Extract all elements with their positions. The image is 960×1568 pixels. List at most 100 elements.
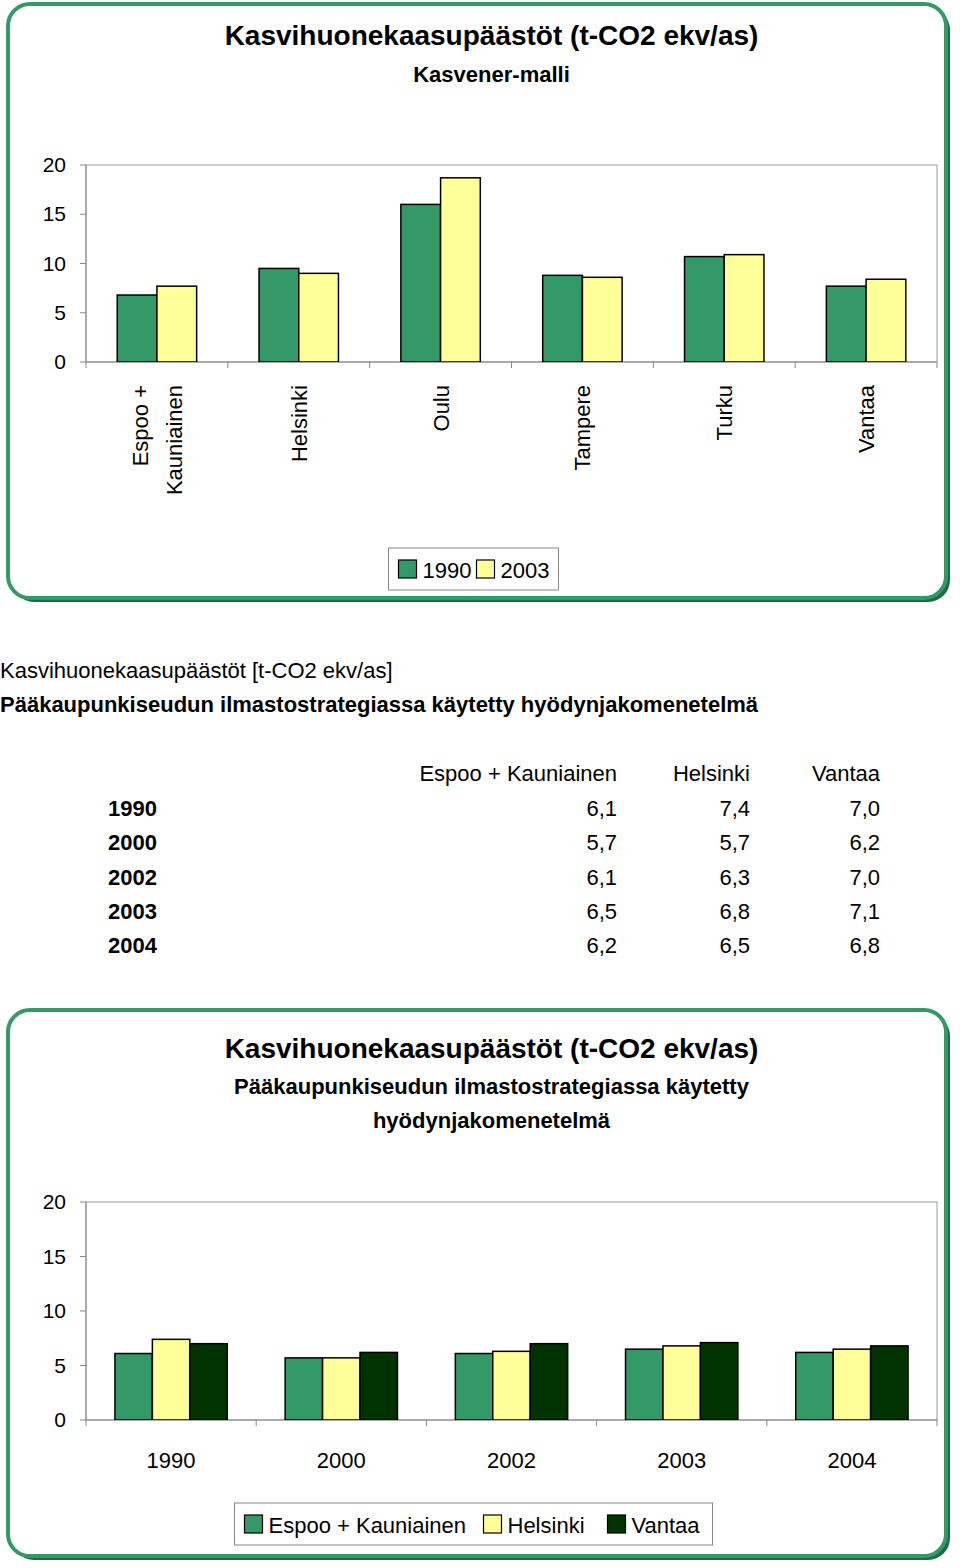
bar — [190, 1344, 227, 1420]
subtitle-line: Kasvener-malli — [413, 62, 570, 87]
bar — [685, 257, 725, 362]
table-header: Helsinki — [673, 761, 750, 786]
table-row-label: 2000 — [108, 830, 157, 855]
box — [8, 1010, 946, 1556]
bar — [117, 295, 157, 362]
page: Kasvihuonekaasupäästöt (t-CO2 ekv/as)Kas… — [0, 0, 960, 1568]
x-tick-label: Tampere — [570, 385, 595, 471]
y-tick-label: 0 — [54, 1408, 66, 1431]
bar — [455, 1354, 492, 1420]
x-tick — [795, 362, 796, 368]
legend — [235, 1503, 713, 1545]
bar — [626, 1349, 663, 1420]
bar — [866, 279, 906, 362]
x-tick-label: 2002 — [487, 1448, 536, 1473]
chart: Kasvihuonekaasupäästöt (t-CO2 ekv/as)Kas… — [8, 4, 950, 602]
x-tick — [256, 1420, 257, 1426]
y-tick — [80, 1202, 86, 1203]
table-cell: 6,5 — [586, 899, 617, 924]
subtitle-line: Pääkaupunkiseudun ilmastostrategiassa kä… — [234, 1074, 750, 1099]
plot-frame — [86, 165, 937, 362]
y-tick-label: 20 — [43, 1190, 66, 1213]
bar — [259, 268, 299, 362]
x-tick — [596, 1420, 597, 1426]
y-tick-label: 10 — [43, 1299, 66, 1322]
legend-label: 1990 — [423, 558, 472, 583]
bar — [115, 1354, 152, 1420]
legend-label: Vantaa — [632, 1513, 701, 1538]
x-tick-label: 2000 — [317, 1448, 366, 1473]
table-cell: 6,5 — [719, 933, 750, 958]
bars — [117, 178, 906, 362]
bar — [582, 277, 622, 362]
y-tick — [80, 1256, 86, 1257]
table-cell: 5,7 — [586, 830, 617, 855]
bar — [663, 1346, 700, 1420]
bar — [871, 1346, 908, 1420]
x-tick — [766, 1420, 767, 1426]
y-tick — [80, 1365, 86, 1366]
bar — [833, 1349, 870, 1420]
legend — [389, 548, 559, 590]
subtitle: Kasvener-malli — [413, 62, 570, 87]
y-tick — [80, 214, 86, 215]
subtitle-line: hyödynjakomenetelmä — [373, 1108, 611, 1133]
y-tick-label: 20 — [43, 153, 66, 176]
bar — [493, 1351, 530, 1420]
legend-label: Espoo + Kauniainen — [269, 1513, 467, 1538]
x-tick-label: Espoo +Kauniainen — [128, 385, 187, 495]
table-cell: 7,0 — [849, 865, 880, 890]
x-tick-label: Vantaa — [854, 384, 879, 453]
table-header: Vantaa — [812, 761, 881, 786]
y-axis — [86, 1202, 87, 1420]
table-subtitle: Pääkaupunkiseudun ilmastostrategiassa kä… — [0, 692, 759, 717]
legend-swatch — [477, 560, 495, 578]
legend-swatch — [484, 1515, 502, 1533]
bar — [543, 275, 583, 362]
table-cell: 6,1 — [586, 796, 617, 821]
legend-label: Helsinki — [508, 1513, 585, 1538]
table-row-label: 2002 — [108, 865, 157, 890]
y-tick — [80, 165, 86, 166]
bar — [360, 1352, 397, 1420]
subtitle: Pääkaupunkiseudun ilmastostrategiassa kä… — [234, 1074, 750, 1133]
y-tick-label: 15 — [43, 1245, 66, 1268]
y-tick-label: 10 — [43, 252, 66, 275]
table-cell: 6,8 — [849, 933, 880, 958]
x-tick-label-line: Tampere — [570, 385, 595, 471]
x-tick-label-line: Turku — [712, 385, 737, 440]
x-tick-label: 2003 — [657, 1448, 706, 1473]
table-cell: 7,0 — [849, 796, 880, 821]
bar — [152, 1339, 189, 1420]
bars — [115, 1339, 908, 1420]
x-tick-label-line: Kauniainen — [162, 385, 187, 495]
table-cell: 6,2 — [849, 830, 880, 855]
y-axis — [86, 165, 87, 362]
legend-swatch — [399, 560, 417, 578]
bar — [285, 1358, 322, 1420]
x-tick — [511, 362, 512, 368]
bar — [299, 273, 339, 362]
table-cell: 6,2 — [586, 933, 617, 958]
chart: Kasvihuonekaasupäästöt (t-CO2 ekv/as)Pää… — [8, 1010, 950, 1560]
bar — [826, 286, 866, 362]
bar — [323, 1358, 360, 1420]
x-tick-label: Turku — [712, 385, 737, 440]
y-tick — [80, 362, 86, 363]
y-tick — [80, 312, 86, 313]
x-tick — [426, 1420, 427, 1426]
y-tick — [80, 1311, 86, 1312]
x-tick-label: Helsinki — [287, 385, 312, 462]
y-tick-label: 15 — [43, 202, 66, 225]
box — [8, 4, 946, 598]
x-tick — [653, 362, 654, 368]
table-cell: 7,1 — [849, 899, 880, 924]
legend-swatch — [608, 1515, 626, 1533]
x-tick-label-line: Helsinki — [287, 385, 312, 462]
table-row-label: 2004 — [108, 933, 158, 958]
x-tick-label: Oulu — [429, 385, 454, 431]
legend-swatch — [245, 1515, 263, 1533]
x-tick-label-line: Vantaa — [854, 384, 879, 453]
x-tick — [227, 362, 228, 368]
table-cell: 6,8 — [719, 899, 750, 924]
